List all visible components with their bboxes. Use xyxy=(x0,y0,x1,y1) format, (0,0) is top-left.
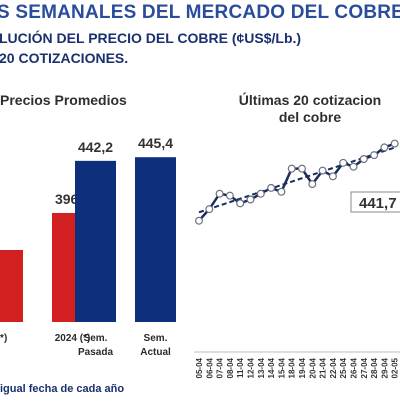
x-tick-label-15: 26-04 xyxy=(350,357,359,378)
x-tick-label-6: 13-04 xyxy=(257,357,266,378)
bar-2 xyxy=(75,160,116,322)
x-tick-label-14: 25-04 xyxy=(339,357,348,378)
x-tick-label-8: 15-04 xyxy=(277,357,286,378)
line-chart-title-line2: del cobre xyxy=(278,109,342,125)
bar-chart-title: Precios Promedios xyxy=(0,92,127,108)
bar-3 xyxy=(135,157,176,322)
price-point-9 xyxy=(287,164,296,173)
price-point-19 xyxy=(390,139,399,148)
line-chart-title: Últimas 20 cotizacion del cobre xyxy=(205,92,400,126)
x-tick-label-10: 19-04 xyxy=(298,357,307,378)
x-tick-label-7: 14-04 xyxy=(267,357,276,378)
footnote: igual fecha de cada año xyxy=(0,383,125,395)
price-point-7 xyxy=(267,183,276,192)
bar-category-label-3: Actual xyxy=(140,347,171,358)
price-point-18 xyxy=(380,143,389,152)
price-point-11 xyxy=(308,180,317,189)
price-point-8 xyxy=(277,187,286,196)
bar-category-label-3: Sem. xyxy=(144,333,168,344)
x-tick-label-0: 05-04 xyxy=(195,357,204,378)
x-tick-label-2: 07-04 xyxy=(216,357,225,378)
x-tick-label-16: 27-04 xyxy=(360,357,369,378)
x-tick-label-3: 08-04 xyxy=(226,357,235,378)
price-point-2 xyxy=(215,189,224,198)
bar-category-label-2: Pasada xyxy=(78,347,113,358)
price-point-14 xyxy=(339,158,348,167)
price-point-13 xyxy=(328,172,337,181)
price-point-0 xyxy=(195,216,204,225)
x-tick-label-5: 12-04 xyxy=(247,357,256,378)
x-tick-label-1: 06-04 xyxy=(205,357,214,378)
price-point-15 xyxy=(349,162,358,171)
x-tick-label-13: 22-04 xyxy=(329,357,338,378)
price-point-3 xyxy=(225,191,234,200)
price-point-10 xyxy=(298,164,307,173)
x-tick-label-11: 20-04 xyxy=(308,357,317,378)
price-point-17 xyxy=(370,151,379,160)
x-tick-label-12: 21-04 xyxy=(319,357,328,378)
price-point-1 xyxy=(205,205,214,214)
price-point-12 xyxy=(318,166,327,175)
average-label: 441,7 xyxy=(359,195,397,212)
page-subtitle: LUCIÓN DEL PRECIO DEL COBRE (¢US$/Lb.) xyxy=(0,30,302,46)
price-point-6 xyxy=(256,189,265,198)
bar-0 xyxy=(0,250,23,322)
bar-category-label-1: 2024 (*) xyxy=(55,333,91,344)
price-point-4 xyxy=(236,199,245,208)
page-title: S SEMANALES DEL MERCADO DEL COBRE xyxy=(0,2,400,23)
x-tick-label-4: 11-04 xyxy=(236,357,245,378)
bar-category-label-0: (*) xyxy=(0,333,7,344)
bar-value-label-2: 442,2 xyxy=(78,139,113,155)
price-point-5 xyxy=(246,195,255,204)
line-chart-title-line1: Últimas 20 cotizacion xyxy=(238,92,382,108)
price-point-16 xyxy=(359,155,368,164)
average-label-box xyxy=(350,191,400,213)
bar-value-label-3: 445,4 xyxy=(138,135,173,151)
page-subtitle-count: 20 COTIZACIONES. xyxy=(0,50,129,66)
x-tick-label-17: 28-04 xyxy=(370,357,379,378)
x-tick-label-9: 18-04 xyxy=(288,357,297,378)
bar-category-label-2: Sem. xyxy=(84,333,108,344)
x-tick-label-18: 29-04 xyxy=(380,357,389,378)
x-tick-label-19: 02-05 xyxy=(391,357,400,378)
